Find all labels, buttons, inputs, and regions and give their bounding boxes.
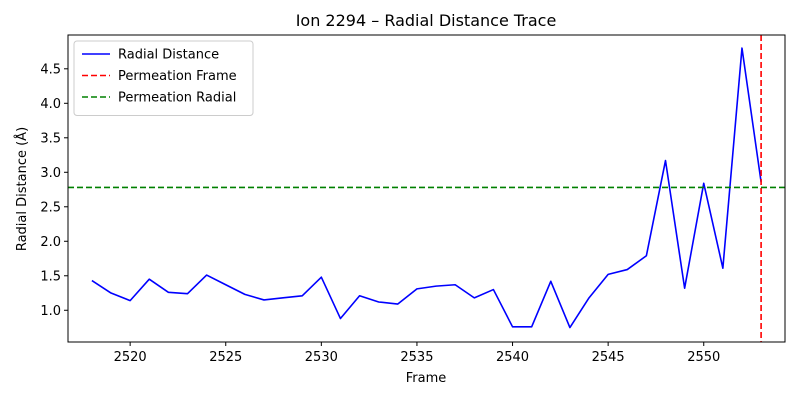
- y-axis: 1.0 1.5 2.0 2.5 3.0 3.5 4.0 4.5: [40, 62, 68, 319]
- x-tick-label: 2545: [592, 350, 625, 365]
- y-axis-label: Radial Distance (Å): [14, 127, 30, 251]
- legend-label: Permeation Frame: [118, 69, 237, 84]
- y-tick-label: 2.0: [40, 235, 61, 250]
- x-tick-label: 2530: [305, 350, 338, 365]
- x-tick-label: 2540: [496, 350, 529, 365]
- x-tick-label: 2550: [687, 350, 720, 365]
- plot-area: [67, 34, 786, 343]
- y-tick-label: 3.5: [40, 131, 61, 146]
- legend-box: [73, 40, 254, 116]
- legend-label: Radial Distance: [118, 48, 219, 63]
- x-axis-label: Frame: [406, 371, 447, 386]
- x-axis: 2520 2525 2530 2535 2540 2545 2550: [114, 342, 720, 365]
- y-tick-label: 2.5: [40, 200, 61, 215]
- y-tick-label: 1.5: [40, 269, 61, 284]
- x-tick-label: 2525: [209, 350, 242, 365]
- y-tick-label: 4.5: [40, 62, 61, 77]
- legend: Radial Distance Permeation Frame Permeatio…: [73, 40, 254, 116]
- series-line-0: [91, 47, 762, 329]
- axes-frame: [67, 34, 786, 343]
- x-tick-label: 2535: [400, 350, 433, 365]
- x-tick-label: 2520: [114, 350, 147, 365]
- y-tick-label: 3.0: [40, 166, 61, 181]
- y-tick-label: 1.0: [40, 304, 61, 319]
- y-tick-label: 4.0: [40, 97, 61, 112]
- legend-label: Permeation Radial: [118, 91, 236, 106]
- chart-title: Ion 2294 – Radial Distance Trace: [296, 11, 557, 30]
